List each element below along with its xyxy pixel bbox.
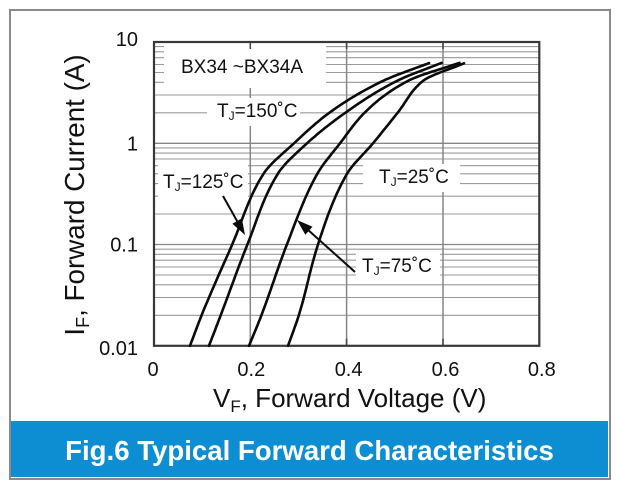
svg-text:IF, Forward Current (A): IF, Forward Current (A) [59,54,93,335]
svg-text:TJ=25˚C: TJ=25˚C [379,167,449,189]
svg-text:0.6: 0.6 [432,359,460,381]
svg-text:TJ=75˚C: TJ=75˚C [362,256,432,278]
svg-text:10: 10 [116,29,138,51]
svg-text:TJ=125˚C: TJ=125˚C [163,172,243,194]
svg-text:0: 0 [147,359,158,381]
svg-text:0.1: 0.1 [110,235,138,257]
svg-text:0.8: 0.8 [528,359,556,381]
svg-text:TJ=150˚C: TJ=150˚C [217,101,297,123]
svg-text:VF, Forward Voltage (V): VF, Forward Voltage (V) [213,383,486,416]
svg-text:0.4: 0.4 [335,359,363,381]
svg-text:1: 1 [127,133,138,155]
svg-text:0.2: 0.2 [237,359,265,381]
svg-text:0.01: 0.01 [99,338,138,360]
svg-text:BX34 ~BX34A: BX34 ~BX34A [181,57,303,78]
